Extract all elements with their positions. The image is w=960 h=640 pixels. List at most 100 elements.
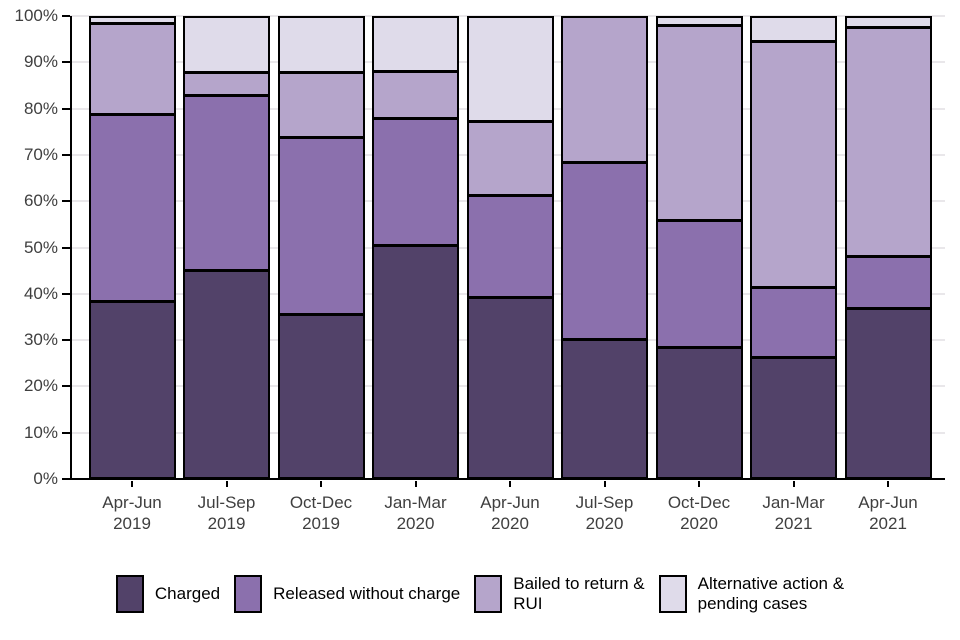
segment-released-without-charge (657, 221, 741, 350)
segment-charged (657, 349, 741, 477)
x-axis-label: Oct-Dec 2020 (634, 492, 764, 534)
x-axis-label: Apr-Jun 2019 (67, 492, 197, 534)
x-axis-label-line: Oct-Dec (667, 493, 731, 512)
x-axis-tick (792, 481, 795, 487)
segment-alternative-action-pending-cases (279, 18, 363, 74)
bar-slot-apr-jun-2020: Apr-Jun 2020 (463, 16, 557, 533)
x-axis-label-line: Jan-Mar (384, 493, 447, 512)
plot-area: Apr-Jun 2019 Jul-Sep 2019 Oct-Dec 2019 Jan-Mar… (85, 16, 935, 533)
segment-released-without-charge (374, 120, 457, 248)
y-axis-tick-60 (62, 200, 70, 203)
segment-alternative-action-pending-cases (185, 18, 268, 74)
segment-released-without-charge (90, 115, 174, 303)
segment-charged (468, 299, 552, 477)
y-axis-label-90: 90% (23, 52, 58, 72)
stacked-bar (466, 16, 554, 479)
y-axis-tick-0 (62, 478, 70, 480)
y-axis-tick-80 (62, 107, 70, 110)
segment-alternative-action-pending-cases (90, 18, 174, 25)
bar-slot-apr-jun-2021: Apr-Jun 2021 (841, 16, 935, 533)
x-axis-label: Jan-Mar 2020 (351, 492, 481, 534)
x-axis-label-line: 2019 (302, 514, 340, 533)
legend-swatch (115, 575, 144, 613)
legend-label: Charged (155, 584, 220, 604)
y-axis-label-10: 10% (23, 422, 58, 442)
x-axis-label-line: 2020 (585, 514, 624, 533)
x-axis-tick (509, 481, 511, 487)
y-axis-label-60: 60% (23, 191, 58, 211)
segment-bailed-to-return-rui (563, 18, 646, 164)
x-axis-tick (603, 481, 606, 487)
stacked-bar (844, 16, 932, 479)
x-axis-label-line: Apr-Jun (102, 493, 162, 512)
axis-frame (70, 16, 945, 480)
y-axis-label-20: 20% (23, 376, 58, 396)
x-axis-label-line: Jul-Sep (197, 493, 256, 512)
legend-label-line: Bailed to return & (513, 574, 645, 593)
segment-alternative-action-pending-cases (468, 18, 552, 123)
x-axis-label-line: 2020 (396, 514, 435, 533)
segment-charged (279, 316, 363, 477)
legend-label-line: Released without charge (273, 584, 461, 603)
stacked-bar (277, 16, 365, 479)
x-axis-label-line: Apr-Jun (480, 493, 540, 512)
segment-alternative-action-pending-cases (752, 18, 835, 43)
segment-released-without-charge (185, 97, 268, 272)
segment-bailed-to-return-rui (90, 24, 174, 116)
legend-swatch (658, 575, 687, 613)
segment-bailed-to-return-rui (374, 72, 457, 121)
legend-swatch (474, 575, 503, 613)
segment-bailed-to-return-rui (185, 73, 268, 98)
segment-charged (185, 271, 268, 477)
x-axis-tick (887, 481, 889, 487)
stacked-bar (750, 16, 837, 479)
x-axis-label-line: 2019 (207, 514, 246, 533)
segment-bailed-to-return-rui (657, 26, 741, 222)
segment-charged (374, 247, 457, 477)
segment-alternative-action-pending-cases (374, 18, 457, 73)
stacked-bar (561, 16, 648, 479)
legend-entry-alternative-action-pending-cases: Alternative action & pending cases (658, 574, 844, 614)
legend-label: Bailed to return & RUI (513, 574, 644, 614)
segment-released-without-charge (563, 163, 646, 342)
stacked-bar (372, 16, 459, 479)
stacked-bar (655, 16, 743, 479)
x-axis-label-line: Jul-Sep (575, 493, 634, 512)
x-axis-label: Oct-Dec 2019 (256, 492, 386, 534)
legend-label: Alternative action & pending cases (698, 574, 844, 614)
x-axis-label: Apr-Jun 2020 (445, 492, 575, 534)
y-axis-label-40: 40% (23, 283, 58, 303)
x-axis-label: Jul-Sep 2019 (162, 492, 292, 534)
x-axis-label: Jul-Sep 2020 (540, 492, 670, 534)
bar-slot-jan-mar-2020: Jan-Mar 2020 (369, 16, 463, 533)
stacked-bar (88, 16, 176, 479)
legend-label-line: RUI (513, 594, 543, 613)
y-axis-tick-30 (62, 339, 70, 342)
y-axis-label-0: 0% (33, 469, 58, 488)
segment-released-without-charge (468, 197, 552, 300)
y-axis-label-70: 70% (23, 144, 58, 164)
x-axis-label-line: Apr-Jun (858, 493, 918, 512)
segment-charged (563, 341, 646, 477)
x-axis-label-line: 2021 (774, 514, 813, 533)
y-axis-tick-90 (62, 61, 70, 64)
legend-swatch (234, 575, 263, 613)
segment-alternative-action-pending-cases (657, 18, 741, 27)
segment-released-without-charge (279, 138, 363, 317)
x-axis-label: Jan-Mar 2021 (729, 492, 859, 534)
y-axis-label-80: 80% (23, 98, 58, 118)
y-axis-tick-50 (62, 246, 70, 249)
x-axis-tick (225, 481, 228, 487)
y-axis-tick-10 (62, 431, 70, 434)
legend-label-line: pending cases (697, 594, 808, 613)
bar-slot-jul-sep-2020: Jul-Sep 2020 (558, 16, 652, 533)
x-axis-label-line: 2019 (113, 514, 151, 533)
x-axis-label-line: Oct-Dec (289, 493, 353, 512)
segment-charged (90, 302, 174, 477)
x-axis-label-line: 2020 (680, 514, 718, 533)
x-axis-tick (320, 481, 322, 487)
y-axis-label-50: 50% (23, 237, 58, 257)
legend: Charged Released without charge Bailed to … (0, 556, 960, 632)
x-axis-label-line: 2021 (869, 514, 907, 533)
